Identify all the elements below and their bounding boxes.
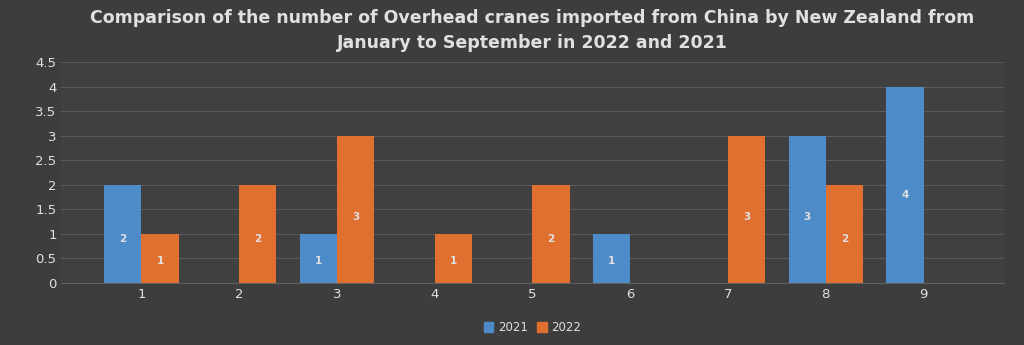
Bar [887, 87, 924, 283]
Bar [532, 185, 569, 283]
Text: 3: 3 [352, 212, 359, 221]
Bar [104, 185, 141, 283]
Text: 1: 1 [450, 256, 457, 266]
Bar [141, 234, 178, 283]
Bar [300, 234, 337, 283]
Text: 2: 2 [548, 234, 555, 244]
Legend: 2021, 2022: 2021, 2022 [479, 316, 586, 339]
Title: Comparison of the number of Overhead cranes imported from China by New Zealand f: Comparison of the number of Overhead cra… [90, 9, 975, 52]
Text: 1: 1 [608, 256, 615, 266]
Text: 3: 3 [804, 212, 811, 221]
Text: 1: 1 [314, 256, 322, 266]
Bar [728, 136, 765, 283]
Bar [337, 136, 374, 283]
Bar [435, 234, 472, 283]
Text: 3: 3 [743, 212, 751, 221]
Text: 2: 2 [119, 234, 126, 244]
Bar [788, 136, 825, 283]
Text: 2: 2 [841, 234, 848, 244]
Bar [825, 185, 863, 283]
Text: 4: 4 [901, 190, 908, 199]
Bar [240, 185, 276, 283]
Text: 2: 2 [254, 234, 261, 244]
Text: 1: 1 [157, 256, 164, 266]
Bar [593, 234, 630, 283]
